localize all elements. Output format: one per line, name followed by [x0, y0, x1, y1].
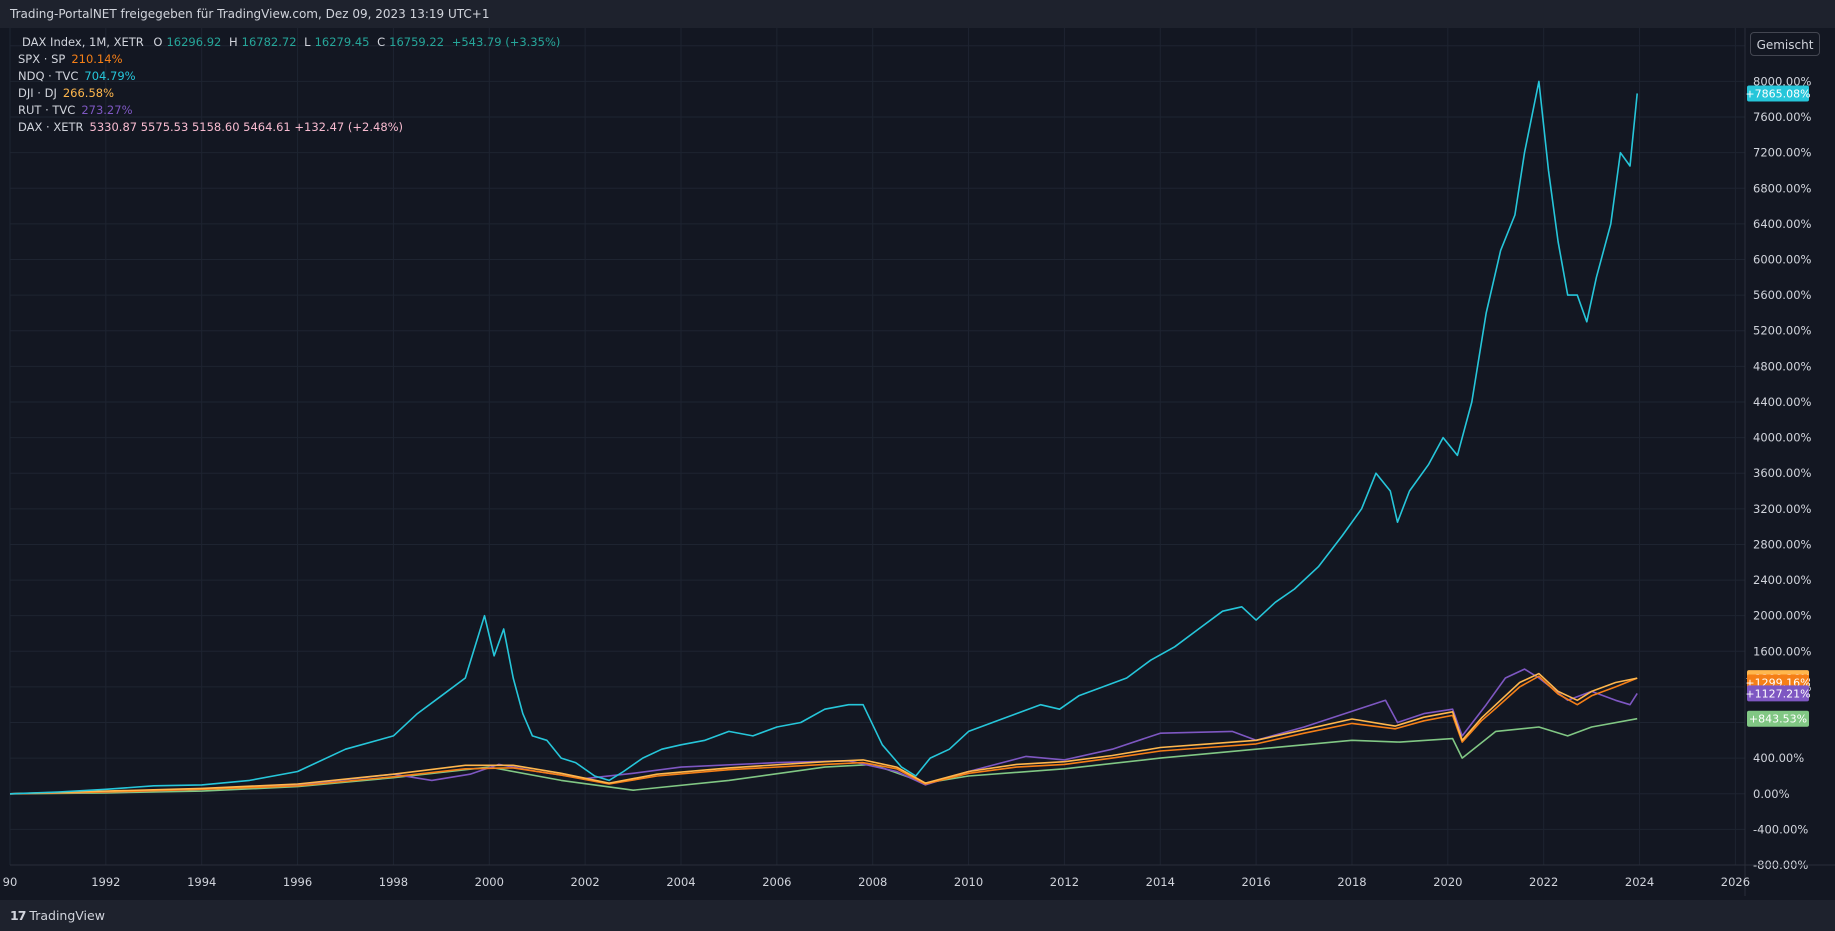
x-tick-label: 2018 [1337, 875, 1366, 889]
x-tick-label: 2012 [1050, 875, 1079, 889]
legend-row-rut[interactable]: RUT · TVC 273.27% [18, 102, 560, 119]
price-tags: +7865.08%+1299.26%+1299.16%+1127.21%+843… [1745, 85, 1811, 727]
legend-open-label: O [153, 35, 163, 49]
x-tick-label: 2006 [762, 875, 791, 889]
legend-row-spx[interactable]: SPX · SP 210.14% [18, 51, 560, 68]
legend-row-label: DJI · DJ [18, 86, 57, 100]
x-tick-label: 2026 [1721, 875, 1750, 889]
x-tick-label: 1998 [379, 875, 408, 889]
series-line[interactable] [9, 668, 1638, 795]
footer: 17 TradingView [0, 900, 1835, 931]
series-price-tag: +7865.08% [1745, 85, 1811, 102]
y-tick-label: 7200.00% [1753, 146, 1812, 160]
legend-main-row[interactable]: DAX Index, 1M, XETR O 16296.92 H 16782.72 … [18, 34, 560, 51]
legend: DAX Index, 1M, XETR O 16296.92 H 16782.72 … [18, 34, 560, 136]
y-tick-label: 0.00% [1753, 787, 1790, 801]
y-tick-label: -400.00% [1753, 822, 1808, 836]
series-price-tag: +1127.21% [1745, 685, 1811, 702]
price-tag-box [1747, 685, 1809, 702]
y-tick-label: 2400.00% [1753, 573, 1812, 587]
x-tick-label: 2016 [1241, 875, 1270, 889]
x-tick-label: 2014 [1146, 875, 1175, 889]
legend-low-label: L [304, 35, 311, 49]
x-tick-label: 2010 [954, 875, 983, 889]
y-tick-label: 6000.00% [1753, 253, 1812, 267]
series-line[interactable] [9, 672, 1638, 795]
x-axis[interactable]: 90 1992 1994 1996 1998 2000 2002 2004 2006 2008 20… [3, 864, 1835, 889]
x-tick-label: 2004 [666, 875, 695, 889]
chart[interactable]: 8400.00%8000.00%7600.00%7200.00%6800.00%… [0, 28, 1835, 900]
y-tick-label: 5600.00% [1753, 288, 1812, 302]
x-tick-label: 2024 [1625, 875, 1654, 889]
tradingview-logo[interactable]: 17 TradingView [10, 900, 105, 931]
tradingview-logo-text: TradingView [29, 908, 105, 923]
legend-row-value: 266.58% [62, 86, 115, 100]
legend-open-value: 16296.92 [166, 35, 222, 49]
series-line[interactable] [9, 717, 1638, 795]
series-layer [9, 80, 1638, 795]
legend-low-value: 16279.45 [314, 35, 370, 49]
x-tick-label: 1994 [187, 875, 216, 889]
legend-high-label: H [228, 35, 238, 49]
y-tick-label: 4000.00% [1753, 431, 1812, 445]
x-tick-label: 2000 [475, 875, 504, 889]
y-tick-label: 6400.00% [1753, 217, 1812, 231]
y-tick-label: 5200.00% [1753, 324, 1812, 338]
x-tick-label: 1992 [91, 875, 120, 889]
x-tick-label: 2008 [858, 875, 887, 889]
legend-close-value: 16759.22 [389, 35, 445, 49]
legend-row-label: SPX · SP [18, 52, 66, 66]
y-tick-label: 4400.00% [1753, 395, 1812, 409]
y-tick-label: 8000.00% [1753, 74, 1812, 88]
legend-row-label: RUT · TVC [18, 103, 76, 117]
scale-mode-button[interactable]: Gemischt [1750, 32, 1820, 56]
price-tag-box [1747, 710, 1809, 727]
price-tag-label: +1127.21% [1745, 687, 1810, 700]
y-tick-label: 400.00% [1753, 751, 1804, 765]
x-tick-label: 2020 [1433, 875, 1462, 889]
legend-row-dji[interactable]: DJI · DJ 266.58% [18, 85, 560, 102]
legend-row-label: DAX · XETR [18, 120, 84, 134]
y-tick-label: 3600.00% [1753, 466, 1812, 480]
share-header: Trading-PortalNET freigegeben für Tradin… [0, 0, 1835, 28]
x-tick-label: 2002 [570, 875, 599, 889]
legend-row-value: 210.14% [71, 52, 123, 66]
y-tick-label: 6800.00% [1753, 181, 1812, 195]
legend-row-value: 5330.87 5575.53 5158.60 5464.61 +132.47 … [89, 120, 404, 134]
legend-row-value: 273.27% [81, 103, 133, 117]
legend-high-value: 16782.72 [241, 35, 297, 49]
y-tick-label: 7600.00% [1753, 110, 1812, 124]
legend-row-dax[interactable]: DAX · XETR 5330.87 5575.53 5158.60 5464.6… [18, 119, 560, 136]
legend-change-value: +543.79 (+3.35%) [451, 35, 561, 49]
y-tick-label: 2800.00% [1753, 537, 1812, 551]
y-axis[interactable]: 8400.00%8000.00%7600.00%7200.00%6800.00%… [1744, 28, 1812, 896]
legend-row-value: 704.79% [84, 69, 136, 83]
tradingview-logo-mark: 17 [10, 908, 26, 923]
x-tick-label: 90 [3, 875, 18, 889]
series-line[interactable] [9, 675, 1638, 795]
y-tick-label: 4800.00% [1753, 359, 1812, 373]
series-line[interactable] [9, 80, 1638, 795]
price-tag-box [1747, 85, 1809, 102]
series-price-tag: +843.53% [1747, 710, 1809, 727]
price-tag-label: +843.53% [1749, 713, 1807, 726]
x-tick-label: 2022 [1529, 875, 1558, 889]
y-tick-label: 3200.00% [1753, 502, 1812, 516]
y-tick-label: 2000.00% [1753, 609, 1812, 623]
share-header-title: Trading-PortalNET freigegeben für Tradin… [10, 7, 490, 21]
legend-close-label: C [377, 35, 386, 49]
legend-row-label: NDQ · TVC [18, 69, 79, 83]
price-tag-label: +7865.08% [1745, 87, 1810, 100]
y-tick-label: 1600.00% [1753, 644, 1812, 658]
plot-area[interactable] [10, 28, 1745, 900]
legend-main-label: DAX Index, 1M, XETR [22, 35, 144, 49]
x-tick-label: 1996 [283, 875, 312, 889]
grid [9, 28, 1745, 866]
legend-row-ndq[interactable]: NDQ · TVC 704.79% [18, 68, 560, 85]
